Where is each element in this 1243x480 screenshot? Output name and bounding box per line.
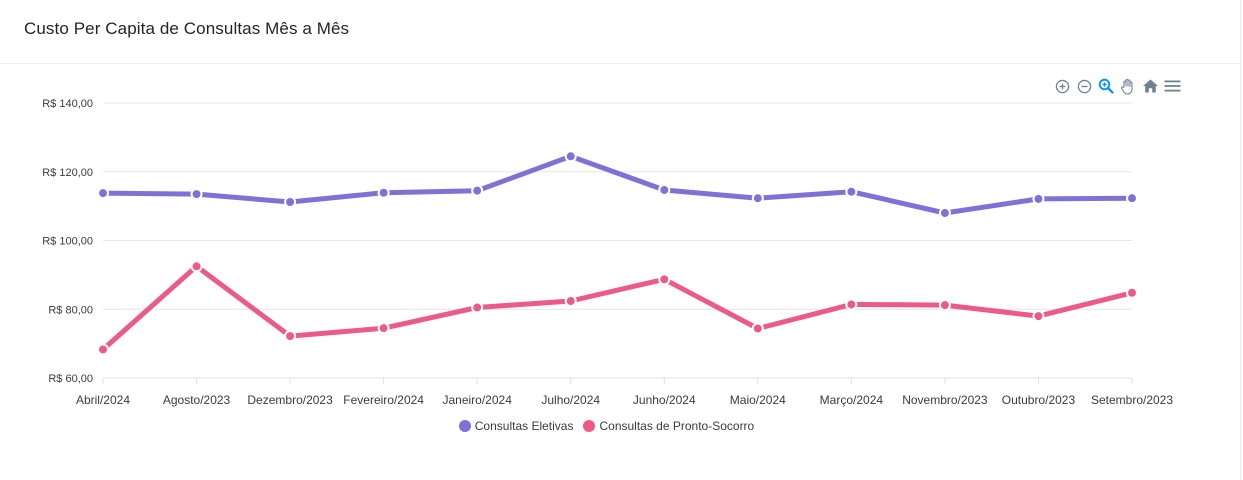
data-point[interactable] xyxy=(97,343,109,356)
legend-marker xyxy=(458,420,471,432)
data-point[interactable] xyxy=(190,188,203,201)
grid-lines xyxy=(103,102,1132,379)
data-point[interactable] xyxy=(564,295,577,307)
legend-item-1[interactable]: Consultas Eletivas xyxy=(458,419,574,433)
legend-label: Consultas Eletivas xyxy=(474,419,574,433)
data-point[interactable] xyxy=(1032,310,1045,323)
data-point[interactable] xyxy=(1032,192,1045,205)
y-tick-label: R$ 120,00 xyxy=(42,167,93,179)
legend-item-2[interactable]: Consultas de Pronto-Socorro xyxy=(583,419,754,433)
x-tick-label: Abril/2024 xyxy=(76,393,130,407)
reset-home-icon[interactable] xyxy=(1141,77,1159,95)
card-header: Custo Per Capita de Consultas Mês a Mês xyxy=(0,0,1240,64)
x-tick-label: Dezembro/2023 xyxy=(247,393,333,407)
x-tick-label: Agosto/2023 xyxy=(163,393,231,407)
data-point[interactable] xyxy=(845,298,858,311)
data-point[interactable] xyxy=(284,196,297,208)
data-point[interactable] xyxy=(658,273,671,286)
x-tick-label: Março/2024 xyxy=(820,393,884,407)
x-tick-label: Outubro/2023 xyxy=(1002,393,1076,407)
chart-title: Custo Per Capita de Consultas Mês a Mês xyxy=(24,19,350,38)
series-lines xyxy=(100,153,1135,352)
y-tick-label: R$ 140,00 xyxy=(42,98,93,110)
data-point[interactable] xyxy=(938,207,951,219)
data-point[interactable] xyxy=(751,322,764,335)
zoom-in-icon[interactable] xyxy=(1053,77,1071,95)
data-point[interactable] xyxy=(190,260,203,273)
x-tick-label: Setembro/2023 xyxy=(1091,393,1173,407)
x-tick-label: Maio/2024 xyxy=(730,393,786,407)
y-tick-label: R$ 80,00 xyxy=(48,304,93,316)
x-tick-label: Janeiro/2024 xyxy=(442,393,512,407)
series-line-2 xyxy=(100,263,1135,352)
series-points xyxy=(97,150,1138,356)
line-chart: R$ 60,00 R$ 80,00 R$ 100,00 R$ 120,00 R$ 140… xyxy=(42,98,1173,407)
series-line-1 xyxy=(100,153,1135,216)
chart-legend: Consultas Eletivas Consultas de Pronto-So… xyxy=(0,419,1213,433)
legend-marker xyxy=(583,420,596,432)
y-tick-label: R$ 60,00 xyxy=(48,373,93,385)
data-point[interactable] xyxy=(845,185,858,198)
menu-icon[interactable] xyxy=(1163,77,1181,95)
pan-hand-icon[interactable] xyxy=(1119,77,1137,95)
data-point[interactable] xyxy=(1126,192,1138,205)
selection-zoom-icon[interactable] xyxy=(1097,77,1115,95)
chart-toolbar xyxy=(1053,76,1181,96)
data-point[interactable] xyxy=(658,183,671,196)
data-point[interactable] xyxy=(97,187,109,200)
x-tick-label: Julho/2024 xyxy=(541,393,600,407)
x-axis: Abril/2024 Agosto/2023 Dezembro/2023 Fevere… xyxy=(76,377,1173,407)
y-axis-ticks: R$ 60,00 R$ 80,00 R$ 100,00 R$ 120,00 R$ 140… xyxy=(42,98,93,385)
y-tick-label: R$ 100,00 xyxy=(42,236,93,248)
data-point[interactable] xyxy=(471,301,484,314)
data-point[interactable] xyxy=(377,186,390,199)
data-point[interactable] xyxy=(751,192,764,205)
data-point[interactable] xyxy=(284,330,297,343)
data-point[interactable] xyxy=(564,150,577,163)
x-tick-label: Novembro/2023 xyxy=(902,393,988,407)
zoom-out-icon[interactable] xyxy=(1075,77,1093,95)
x-tick-label: Junho/2024 xyxy=(633,393,696,407)
legend-label: Consultas de Pronto-Socorro xyxy=(599,419,755,433)
x-tick-label: Fevereiro/2024 xyxy=(343,393,424,407)
data-point[interactable] xyxy=(1126,286,1138,299)
data-point[interactable] xyxy=(377,322,390,335)
data-point[interactable] xyxy=(471,184,484,197)
data-point[interactable] xyxy=(938,299,951,312)
